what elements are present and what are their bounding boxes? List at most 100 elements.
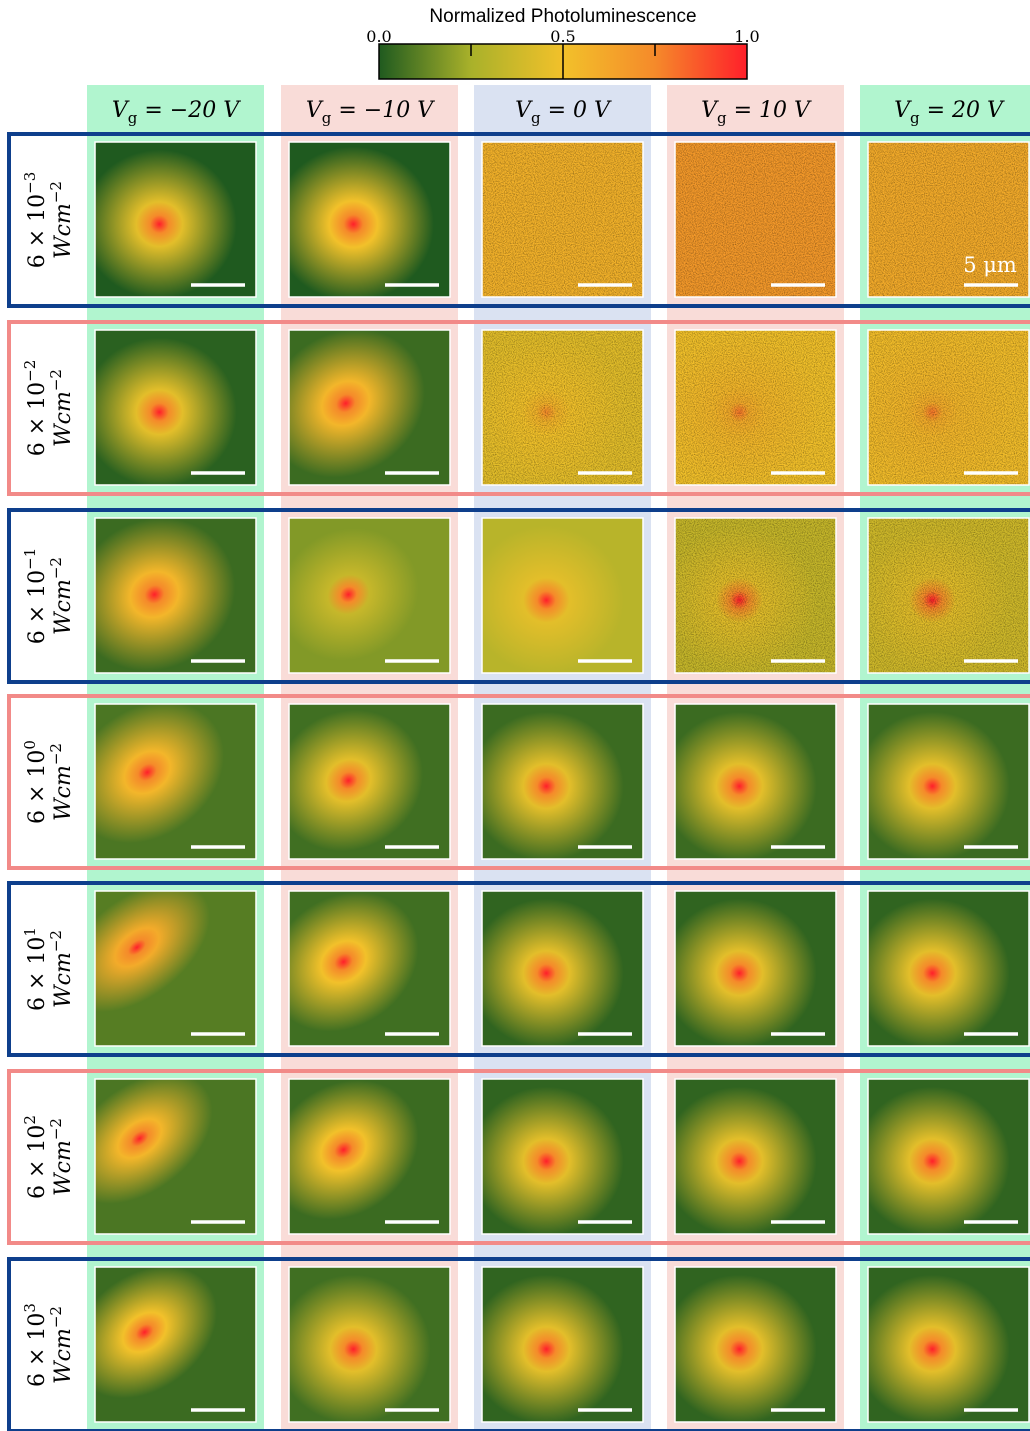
pl-map-border — [867, 329, 1030, 486]
pl-map-noise — [868, 330, 1029, 485]
pl-map-border — [288, 703, 451, 860]
pl-map-panel — [867, 1266, 1030, 1423]
pl-map-border — [481, 1078, 644, 1235]
pl-map-border — [288, 517, 451, 674]
pl-map-border — [674, 1266, 837, 1423]
pl-map-panel — [288, 890, 451, 1047]
pl-map-panel — [867, 890, 1030, 1047]
pl-map-border — [674, 141, 837, 298]
row-label-intensity: 6 × 103 — [21, 1303, 50, 1387]
column-header: Vg = 0 V — [515, 98, 612, 127]
column-header-subscript: g — [910, 109, 920, 127]
column-headers: Vg = −20 V Vg = −10 V Vg = 0 V Vg = 10 V Vg … — [112, 98, 1005, 127]
pl-map-border — [94, 1266, 257, 1423]
panel-grid — [94, 141, 1030, 1423]
pl-map-intensity — [289, 1079, 450, 1234]
pl-map-border — [674, 890, 837, 1047]
pl-map-intensity — [95, 891, 256, 1046]
pl-map-border — [288, 1078, 451, 1235]
column-header-value: = 20 V — [920, 98, 1005, 123]
pl-map-intensity — [868, 891, 1029, 1046]
row-label-intensity: 6 × 101 — [21, 927, 50, 1011]
pl-map-noise — [675, 142, 836, 297]
row-frame — [7, 320, 1030, 496]
pl-map-intensity — [289, 142, 450, 297]
pl-map-intensity — [482, 704, 643, 859]
pl-map-border — [481, 517, 644, 674]
pl-map-panel — [867, 517, 1030, 674]
pl-map-noise — [675, 518, 836, 673]
pl-map-border — [288, 1266, 451, 1423]
pl-map-intensity — [675, 704, 836, 859]
pl-map-intensity — [675, 1267, 836, 1422]
pl-map-intensity — [289, 1267, 450, 1422]
row-label-bg — [11, 1261, 85, 1429]
row-label-unit: Wcm−2 — [47, 743, 76, 821]
pl-map-intensity — [868, 1267, 1029, 1422]
pl-map-panel — [674, 1266, 837, 1423]
pl-map-border — [674, 329, 837, 486]
pl-map-panel — [288, 141, 451, 298]
column-header-symbol: V — [112, 98, 130, 123]
pl-map-border — [867, 141, 1030, 298]
row-frame — [7, 508, 1030, 684]
pl-map-panel — [674, 517, 837, 674]
column-header-subscript: g — [322, 109, 332, 127]
pl-map-intensity — [289, 518, 450, 673]
pl-map-intensity — [675, 1079, 836, 1234]
pl-map-panel — [867, 141, 1030, 298]
pl-map-noise — [868, 518, 1029, 673]
pl-map-intensity — [482, 518, 643, 673]
pl-map-border — [288, 141, 451, 298]
pl-map-border — [867, 1078, 1030, 1235]
pl-map-panel — [94, 141, 257, 298]
pl-map-panel — [94, 703, 257, 860]
pl-map-panel — [674, 890, 837, 1047]
row-label-bg — [11, 136, 85, 304]
pl-map-panel — [481, 329, 644, 486]
pl-map-border — [481, 141, 644, 298]
pl-map-intensity — [95, 330, 256, 485]
pl-map-panel — [288, 703, 451, 860]
pl-map-panel — [288, 329, 451, 486]
pl-map-intensity — [95, 704, 256, 859]
column-header-subscript: g — [717, 109, 727, 127]
pl-map-intensity — [482, 1079, 643, 1234]
pl-map-intensity — [289, 330, 450, 485]
column-header-subscript: g — [531, 109, 541, 127]
row-frame — [7, 881, 1030, 1057]
pl-map-intensity — [482, 891, 643, 1046]
row-label-bg — [11, 324, 85, 492]
column-header-value: = −10 V — [331, 98, 435, 123]
column-header: Vg = 10 V — [701, 98, 812, 127]
column-header-symbol: V — [894, 98, 912, 123]
row-label-intensity: 6 × 10−3 — [21, 172, 50, 269]
pl-map-border — [481, 329, 644, 486]
pl-map-border — [94, 329, 257, 486]
row-label-unit: Wcm−2 — [47, 181, 76, 259]
row-label-intensity: 6 × 100 — [21, 740, 50, 824]
pl-map-intensity — [868, 704, 1029, 859]
pl-map-border — [867, 703, 1030, 860]
pl-map-panel — [288, 517, 451, 674]
pl-map-intensity — [95, 142, 256, 297]
pl-map-panel — [867, 1078, 1030, 1235]
column-header-symbol: V — [701, 98, 719, 123]
pl-map-intensity — [675, 891, 836, 1046]
pl-map-border — [867, 890, 1030, 1047]
row-label-unit: Wcm−2 — [47, 930, 76, 1008]
colorbar-tick-label: 0.5 — [550, 27, 575, 46]
row-frame — [7, 132, 1030, 308]
row-label-bg — [11, 1073, 85, 1241]
row-label-unit: Wcm−2 — [47, 369, 76, 447]
pl-map-intensity — [289, 891, 450, 1046]
colorbar: Normalized Photoluminescence 0.0 0.5 1.0 — [366, 6, 760, 80]
row-frame — [7, 1257, 1030, 1431]
column-header-subscript: g — [128, 109, 138, 127]
pl-map-border — [674, 703, 837, 860]
